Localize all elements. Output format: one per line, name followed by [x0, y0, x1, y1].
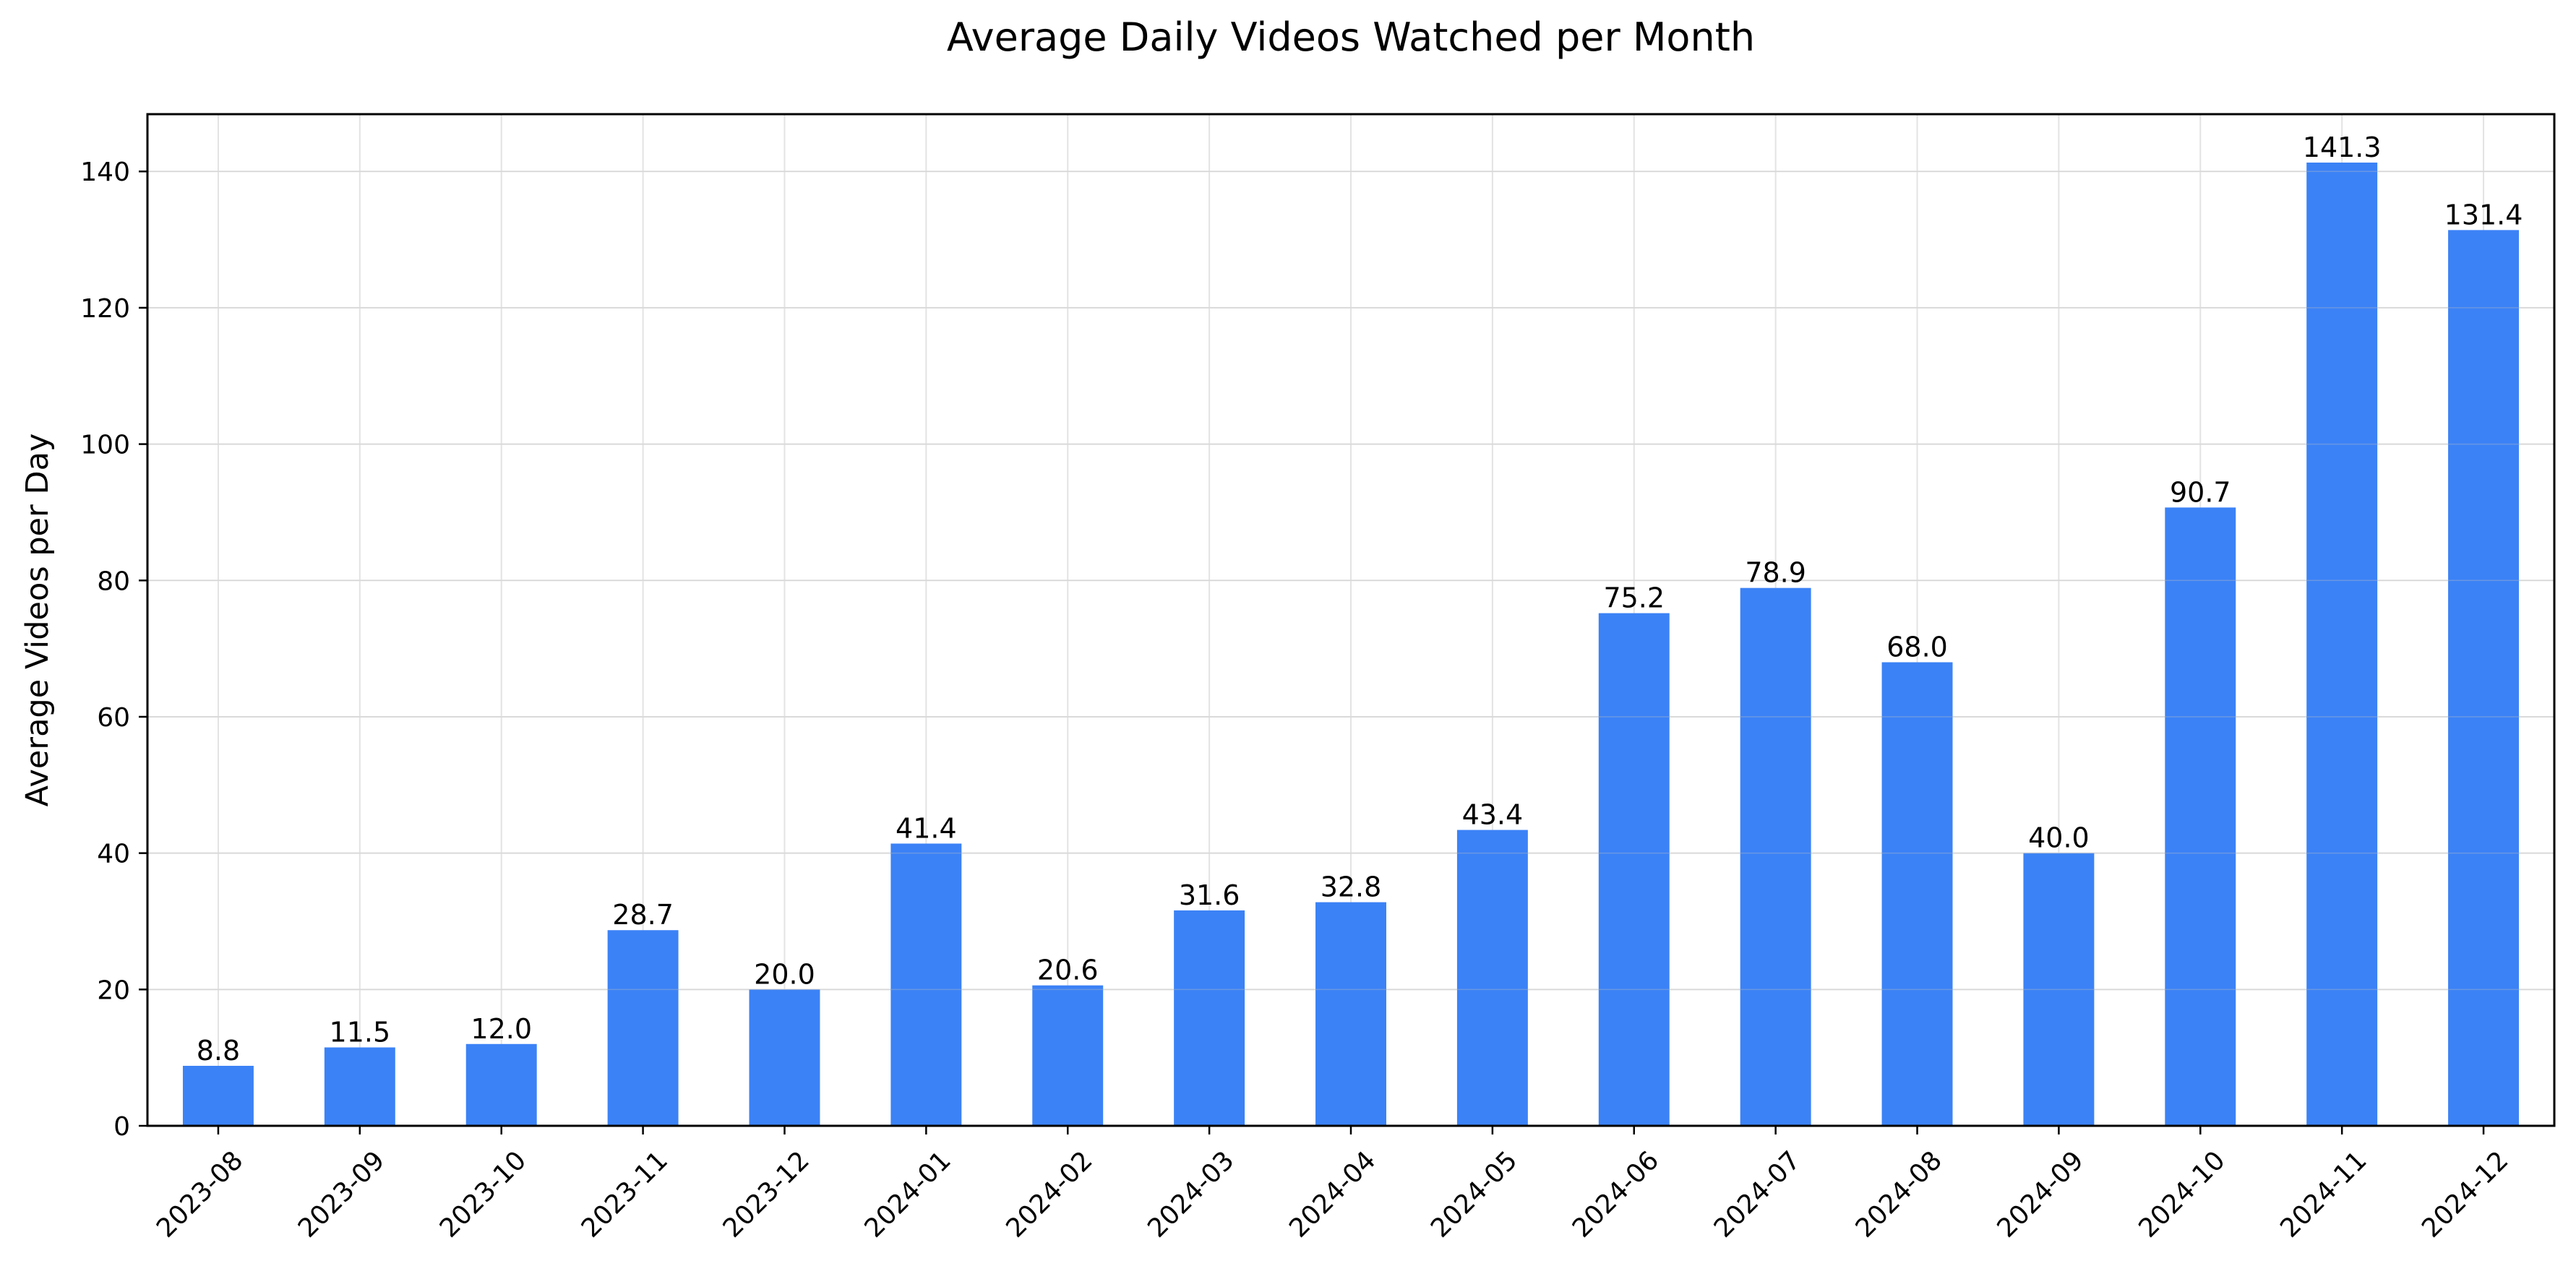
bar-value-label: 32.8 [1321, 871, 1382, 903]
bars [182, 162, 2520, 1127]
bar [607, 930, 679, 1126]
bar [890, 843, 962, 1126]
bar-value-label: 131.4 [2444, 199, 2523, 231]
bar [2023, 853, 2095, 1126]
bar-value-label: 41.4 [896, 812, 957, 844]
y-tick-label: 60 [97, 703, 130, 733]
chart-title: Average Daily Videos Watched per Month [947, 14, 1755, 60]
bar [324, 1047, 395, 1126]
bar [1032, 985, 1104, 1126]
bar-value-label: 40.0 [2028, 822, 2090, 854]
bar-value-label: 43.4 [1462, 799, 1524, 831]
bar [1598, 613, 1670, 1126]
y-tick-label: 20 [97, 976, 130, 1005]
bar-value-label: 20.0 [754, 958, 815, 990]
bar [1174, 910, 1245, 1126]
y-tick-label: 40 [97, 840, 130, 869]
bar-value-label: 75.2 [1603, 582, 1665, 614]
bar [1881, 662, 1953, 1126]
y-axis-label: Average Videos per Day [20, 434, 56, 807]
bar [2165, 507, 2236, 1126]
bar [1456, 830, 1528, 1126]
bar-value-label: 141.3 [2303, 132, 2382, 163]
bar-value-label: 78.9 [1745, 557, 1806, 589]
y-tick-label: 80 [97, 567, 130, 596]
bar [2306, 162, 2378, 1127]
bar-value-label: 31.6 [1179, 879, 1240, 911]
bar [1740, 587, 1811, 1126]
bar [1315, 902, 1386, 1126]
bar-value-label: 28.7 [612, 899, 674, 931]
bar [465, 1043, 537, 1126]
bar [749, 989, 820, 1126]
bar-value-label: 20.6 [1037, 955, 1099, 986]
bar-value-label: 68.0 [1886, 631, 1948, 663]
bar-value-label: 8.8 [197, 1035, 240, 1067]
y-tick-label: 0 [113, 1112, 130, 1142]
bar-value-labels: 8.8 11.5 12.0 28.7 20.0 41.4 20.6 31.6 32.8 43.4 7… [197, 132, 2523, 1067]
bar-value-label: 90.7 [2170, 476, 2231, 508]
y-tick-label: 120 [80, 294, 130, 324]
bar [182, 1065, 254, 1126]
bar-value-label: 11.5 [330, 1017, 391, 1048]
bar-value-label: 12.0 [471, 1013, 532, 1045]
y-tick-label: 140 [80, 158, 130, 187]
y-tick-label: 100 [80, 431, 130, 460]
y-ticks: 0 20 40 60 80 100 120 140 [80, 158, 147, 1142]
bar [2448, 230, 2520, 1127]
